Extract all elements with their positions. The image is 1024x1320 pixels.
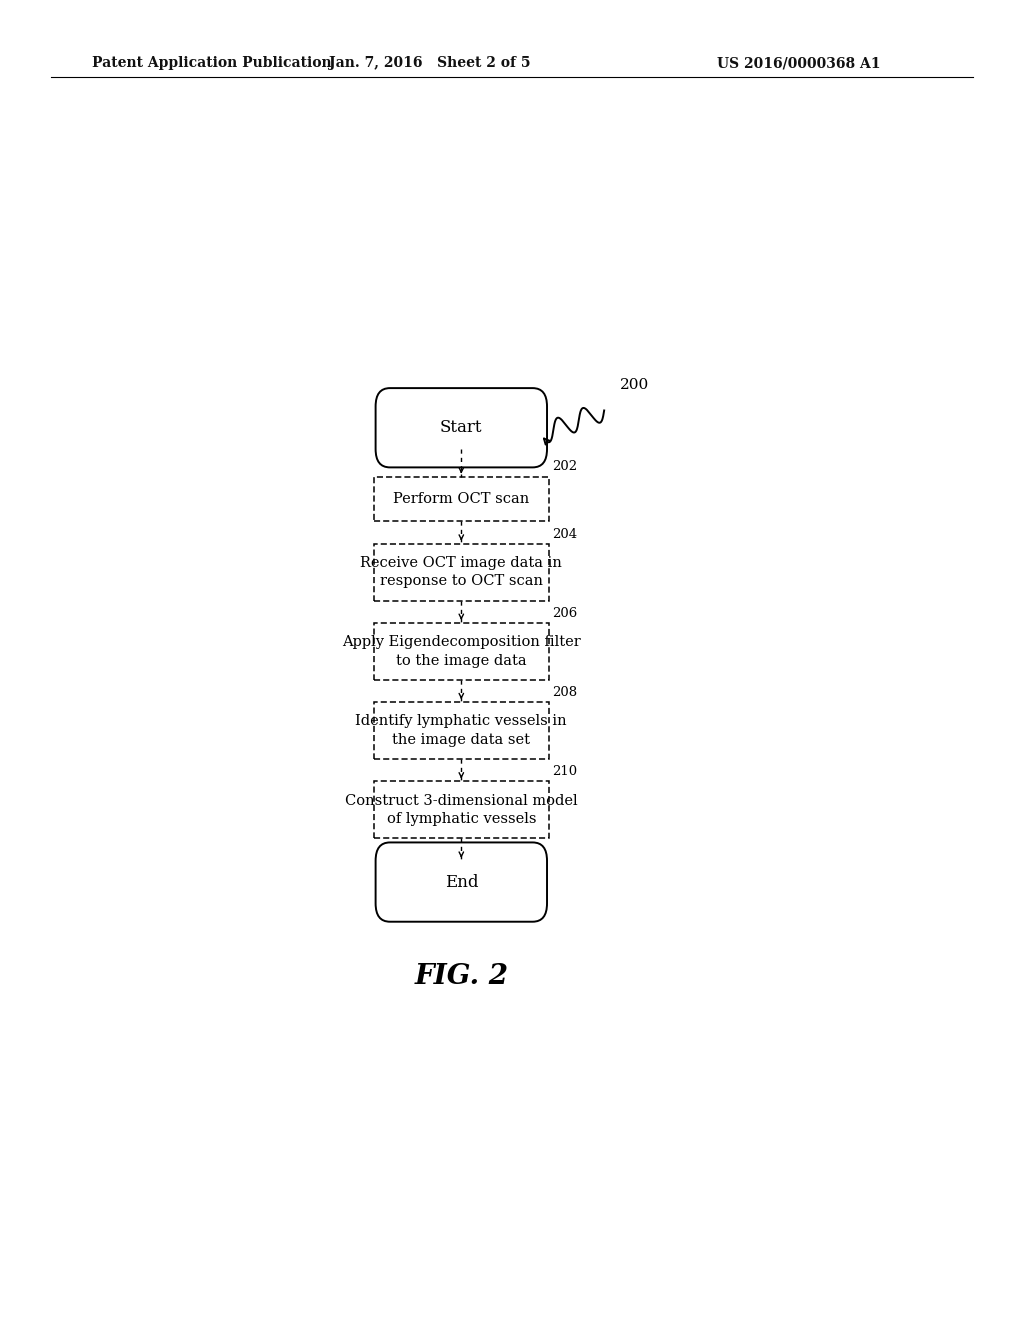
FancyBboxPatch shape [374,544,549,601]
Text: 204: 204 [552,528,577,541]
FancyBboxPatch shape [374,702,549,759]
FancyBboxPatch shape [374,477,549,521]
Text: FIG. 2: FIG. 2 [415,964,508,990]
Text: Perform OCT scan: Perform OCT scan [393,492,529,506]
FancyBboxPatch shape [374,781,549,838]
Text: Receive OCT image data in
response to OCT scan: Receive OCT image data in response to OC… [360,556,562,589]
Text: Patent Application Publication: Patent Application Publication [92,57,332,70]
Text: Jan. 7, 2016   Sheet 2 of 5: Jan. 7, 2016 Sheet 2 of 5 [330,57,530,70]
Text: 210: 210 [552,766,577,779]
Text: Construct 3-dimensional model
of lymphatic vessels: Construct 3-dimensional model of lymphat… [345,793,578,826]
FancyBboxPatch shape [376,842,547,921]
Text: 200: 200 [620,378,649,392]
Text: 206: 206 [552,607,578,620]
Text: Start: Start [440,420,482,436]
Text: Apply Eigendecomposition filter
to the image data: Apply Eigendecomposition filter to the i… [342,635,581,668]
Text: US 2016/0000368 A1: US 2016/0000368 A1 [717,57,881,70]
Text: 208: 208 [552,686,577,700]
Text: 202: 202 [552,461,577,474]
FancyBboxPatch shape [376,388,547,467]
Text: Identify lymphatic vessels in
the image data set: Identify lymphatic vessels in the image … [355,714,567,747]
FancyBboxPatch shape [374,623,549,680]
Text: End: End [444,874,478,891]
